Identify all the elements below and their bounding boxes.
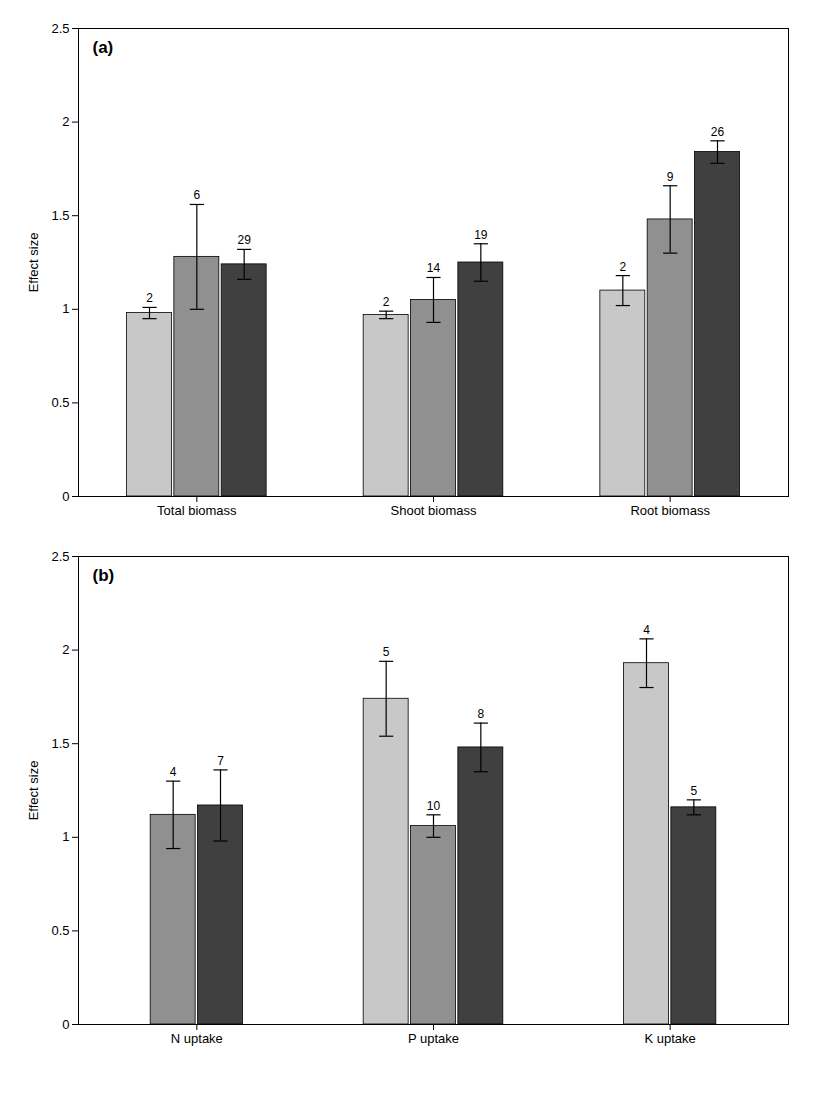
svg-text:2: 2 — [62, 114, 69, 129]
svg-text:2: 2 — [146, 291, 153, 305]
svg-text:Effect size: Effect size — [26, 761, 41, 821]
svg-text:Shoot biomass: Shoot biomass — [391, 503, 477, 518]
svg-text:6: 6 — [193, 188, 200, 202]
svg-text:5: 5 — [690, 784, 697, 798]
svg-text:1.5: 1.5 — [51, 208, 69, 223]
svg-text:P uptake: P uptake — [408, 1031, 459, 1046]
svg-text:2.5: 2.5 — [51, 21, 69, 36]
svg-text:2.5: 2.5 — [51, 549, 69, 564]
svg-text:14: 14 — [427, 261, 441, 275]
svg-text:(b): (b) — [93, 566, 115, 585]
svg-text:9: 9 — [667, 170, 674, 184]
svg-text:7: 7 — [217, 754, 224, 768]
svg-text:2: 2 — [619, 260, 626, 274]
svg-text:0: 0 — [62, 489, 69, 504]
svg-text:4: 4 — [170, 765, 177, 779]
svg-text:0.5: 0.5 — [51, 923, 69, 938]
svg-text:29: 29 — [237, 233, 251, 247]
svg-text:Root biomass: Root biomass — [630, 503, 710, 518]
svg-text:10: 10 — [427, 799, 441, 813]
svg-text:1: 1 — [62, 829, 69, 844]
svg-text:5: 5 — [383, 645, 390, 659]
svg-text:0.5: 0.5 — [51, 395, 69, 410]
svg-text:2: 2 — [62, 642, 69, 657]
svg-text:4: 4 — [643, 623, 650, 637]
svg-text:8: 8 — [477, 707, 484, 721]
svg-text:26: 26 — [711, 125, 725, 139]
svg-text:(a): (a) — [93, 38, 114, 57]
svg-text:Effect size: Effect size — [26, 233, 41, 293]
svg-text:2: 2 — [383, 295, 390, 309]
svg-text:1.5: 1.5 — [51, 736, 69, 751]
svg-text:N uptake: N uptake — [171, 1031, 223, 1046]
svg-text:1: 1 — [62, 301, 69, 316]
svg-text:K uptake: K uptake — [645, 1031, 696, 1046]
svg-text:Total biomass: Total biomass — [157, 503, 237, 518]
svg-text:19: 19 — [474, 228, 488, 242]
svg-text:0: 0 — [62, 1017, 69, 1032]
